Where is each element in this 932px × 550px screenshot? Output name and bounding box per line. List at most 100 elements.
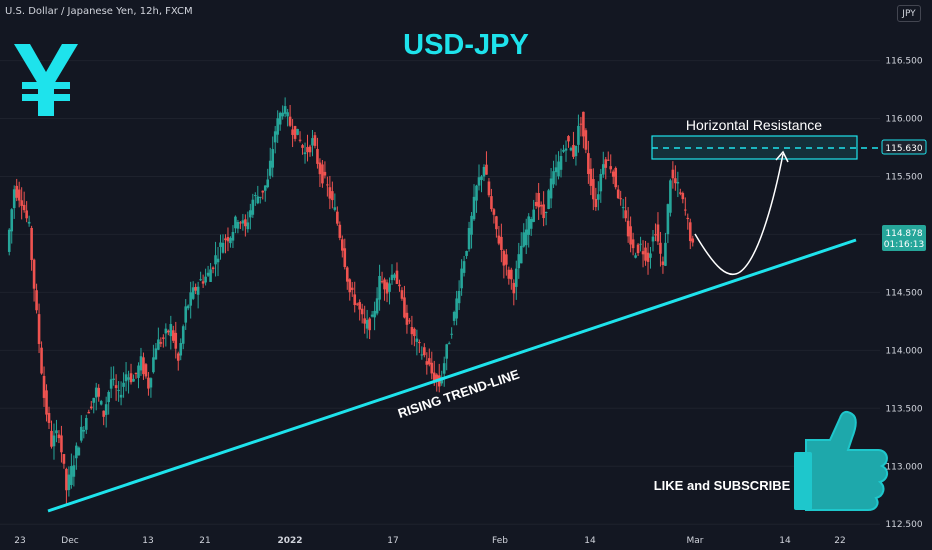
candle-body[interactable] [629,226,632,245]
candle-body[interactable] [398,284,401,287]
candle-body[interactable] [582,111,585,137]
candle-body[interactable] [87,411,91,414]
candle-body[interactable] [616,189,620,199]
candle-body[interactable] [338,224,342,238]
candle-body[interactable] [442,363,446,374]
candle-body[interactable] [306,147,309,153]
candle-body[interactable] [52,435,56,447]
candle-body[interactable] [40,347,43,374]
candle-body[interactable] [194,286,197,291]
candle-body[interactable] [353,294,357,306]
candle-body[interactable] [470,215,473,235]
candle-body[interactable] [296,128,299,135]
candle-body[interactable] [221,242,225,253]
candle-body[interactable] [666,204,670,235]
candle-body[interactable] [283,106,287,114]
candle-body[interactable] [646,252,650,262]
candle-body[interactable] [544,211,548,213]
candle-body[interactable] [390,274,394,281]
candle-body[interactable] [552,171,555,185]
candle-body[interactable] [129,373,133,383]
candle-body[interactable] [209,269,212,282]
candle-body[interactable] [519,245,523,264]
candle-body[interactable] [137,365,140,378]
candle-body[interactable] [149,378,153,388]
candle-body[interactable] [549,178,553,199]
candle-body[interactable] [313,135,317,146]
candle-body[interactable] [89,406,93,409]
candle-body[interactable] [164,328,168,334]
candle-body[interactable] [569,148,573,151]
candle-body[interactable] [84,418,88,430]
candle-body[interactable] [524,229,528,246]
candle-body[interactable] [219,242,222,247]
candle-body[interactable] [579,123,583,125]
candle-body[interactable] [611,171,615,177]
candle-body[interactable] [405,312,409,325]
candle-body[interactable] [336,211,339,224]
candle-body[interactable] [99,401,103,405]
candle-body[interactable] [82,429,86,432]
candle-body[interactable] [427,358,431,365]
candle-body[interactable] [45,390,48,415]
candle-body[interactable] [574,145,578,157]
candle-body[interactable] [15,185,18,198]
candle-body[interactable] [373,310,376,318]
candle-body[interactable] [534,202,538,206]
candle-body[interactable] [258,196,262,198]
candle-body[interactable] [529,218,533,229]
candle-body[interactable] [512,282,516,294]
candle-body[interactable] [445,344,448,359]
candle-body[interactable] [472,196,476,220]
candle-body[interactable] [500,236,503,250]
candle-body[interactable] [604,159,608,168]
candle-body[interactable] [179,343,183,356]
candle-body[interactable] [462,261,466,273]
candle-body[interactable] [291,129,294,135]
candle-body[interactable] [681,193,685,200]
candle-body[interactable] [67,474,71,491]
candle-body[interactable] [679,192,682,194]
candle-body[interactable] [383,279,386,290]
candle-body[interactable] [206,272,210,276]
candle-body[interactable] [432,372,436,382]
candle-body[interactable] [318,162,322,175]
candle-body[interactable] [669,180,672,213]
candle-body[interactable] [450,333,453,335]
candle-body[interactable] [159,342,163,344]
candle-body[interactable] [323,171,327,176]
candle-body[interactable] [226,236,230,242]
candle-body[interactable] [385,282,389,294]
candle-body[interactable] [490,196,493,210]
candle-body[interactable] [514,268,518,287]
candle-body[interactable] [688,222,692,242]
candle-body[interactable] [423,347,426,356]
candle-body[interactable] [201,281,205,284]
candle-body[interactable] [375,298,379,314]
candle-body[interactable] [281,112,284,117]
candle-body[interactable] [606,159,610,161]
candle-body[interactable] [465,250,468,256]
candle-body[interactable] [507,269,511,279]
candle-body[interactable] [127,377,130,380]
candle-body[interactable] [644,247,647,261]
candle-body[interactable] [278,112,282,125]
candle-body[interactable] [176,353,180,361]
candle-body[interactable] [425,361,429,365]
candle-body[interactable] [109,379,113,389]
candle-body[interactable] [134,372,138,374]
candle-body[interactable] [37,314,41,344]
candle-body[interactable] [363,318,366,324]
candle-body[interactable] [72,465,76,477]
candle-body[interactable] [256,196,260,204]
candle-body[interactable] [626,220,630,237]
candle-body[interactable] [457,290,461,304]
candle-body[interactable] [80,426,83,441]
candle-body[interactable] [587,153,590,174]
candle-body[interactable] [119,394,123,398]
candle-body[interactable] [686,217,690,220]
candle-body[interactable] [557,161,560,177]
candle-body[interactable] [482,166,486,177]
candle-body[interactable] [480,176,483,181]
